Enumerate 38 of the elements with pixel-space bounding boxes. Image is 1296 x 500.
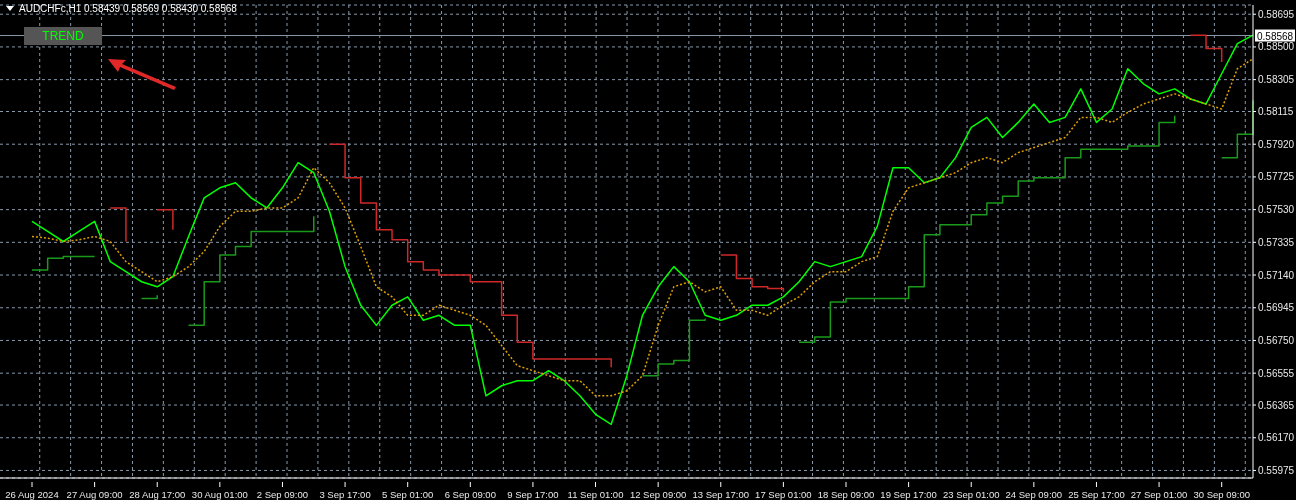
y-tick-label: 0.58115 xyxy=(1258,106,1294,118)
y-tick-label: 0.57140 xyxy=(1258,269,1295,281)
y-tick-label: 0.57920 xyxy=(1258,138,1295,150)
x-tick-label: 23 Sep 01:00 xyxy=(942,489,1000,500)
x-tick-label: 19 Sep 17:00 xyxy=(880,489,937,500)
y-tick-label: 0.56365 xyxy=(1258,399,1295,411)
ref-line-label: 0.58568 xyxy=(1257,30,1294,42)
y-tick-label: 0.57725 xyxy=(1258,171,1295,183)
y-tick-label: 0.57335 xyxy=(1258,236,1295,248)
x-tick-label: 28 Aug 17:00 xyxy=(129,489,186,500)
x-tick-label: 27 Aug 09:00 xyxy=(66,489,123,500)
x-tick-label: 3 Sep 17:00 xyxy=(319,489,371,500)
y-tick-label: 0.57530 xyxy=(1258,204,1295,216)
x-tick-label: 30 Sep 09:00 xyxy=(1193,489,1250,500)
x-tick-label: 13 Sep 17:00 xyxy=(692,489,750,500)
y-tick-label: 0.58695 xyxy=(1258,8,1295,20)
y-tick-label: 0.56945 xyxy=(1258,302,1295,314)
x-tick-label: 24 Sep 09:00 xyxy=(1005,489,1063,500)
y-tick-label: 0.56750 xyxy=(1258,335,1295,347)
x-tick-label: 25 Sep 17:00 xyxy=(1068,489,1125,500)
x-tick-label: 2 Sep 09:00 xyxy=(256,489,309,500)
y-tick-label: 0.56555 xyxy=(1258,367,1295,379)
x-tick-label: 5 Sep 01:00 xyxy=(382,489,434,500)
y-tick-label: 0.55975 xyxy=(1258,465,1295,476)
x-tick-label: 9 Sep 17:00 xyxy=(507,489,559,500)
x-tick-label: 30 Aug 01:00 xyxy=(191,489,248,500)
chart-title: AUDCHFc,H1 0.58439 0.58569 0.58430 0.58568 xyxy=(19,3,237,14)
annotation: TREND xyxy=(24,27,102,45)
x-tick-label: 18 Sep 09:00 xyxy=(817,489,875,500)
x-tick-label: 6 Sep 09:00 xyxy=(444,489,496,500)
y-tick-label: 0.58500 xyxy=(1258,41,1295,53)
x-tick-label: 12 Sep 09:00 xyxy=(629,489,687,500)
y-tick-label: 0.58305 xyxy=(1258,74,1295,86)
x-tick-label: 17 Sep 01:00 xyxy=(755,489,812,500)
x-tick-label: 26 Aug 2024 xyxy=(5,489,59,500)
x-tick-label: 11 Sep 01:00 xyxy=(567,489,624,500)
x-tick-label: 27 Sep 01:00 xyxy=(1130,489,1188,500)
y-tick-label: 0.56170 xyxy=(1258,432,1295,444)
